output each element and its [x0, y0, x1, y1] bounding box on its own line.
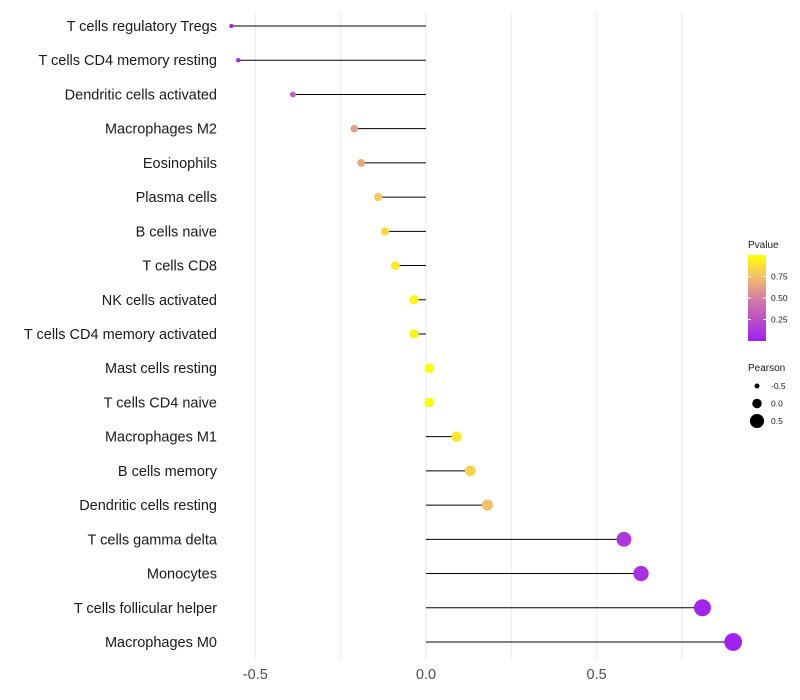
pearson-key-label: -0.5 [771, 381, 786, 391]
lollipop-point [693, 599, 711, 617]
lollipop-point [409, 329, 419, 339]
category-label: T cells CD4 memory resting [38, 53, 217, 69]
lollipop-points [229, 23, 743, 651]
lollipop-point [374, 192, 383, 202]
category-label: Mast cells resting [105, 361, 217, 377]
lollipop-point [409, 295, 419, 305]
lollipop-point [390, 261, 400, 270]
pvalue-colorbar [748, 255, 766, 341]
category-label: Plasma cells [136, 190, 217, 206]
pearson-key-label: 0.0 [771, 399, 783, 409]
lollipop-point [616, 531, 632, 547]
pearson-size-key [752, 398, 762, 409]
pearson-size-key [754, 383, 760, 389]
lollipop-point [424, 397, 435, 408]
x-tick-label: -0.5 [243, 667, 268, 683]
pvalue-tick-label: 0.25 [771, 315, 788, 325]
lollipop-point [424, 363, 435, 374]
category-label: B cells naive [136, 224, 217, 240]
pvalue-tick-label: 0.50 [771, 293, 788, 303]
lollipop-point [357, 159, 366, 167]
lollipop-point [633, 565, 649, 582]
lollipop-point [236, 57, 241, 63]
pearson-legend-title: Pearson [748, 363, 785, 374]
lollipop-point [464, 465, 476, 477]
grid-lines [254, 12, 683, 660]
category-label: NK cells activated [102, 293, 217, 309]
category-label: Dendritic cells activated [65, 87, 217, 103]
category-label: T cells gamma delta [88, 532, 218, 548]
lollipop-point [350, 124, 359, 133]
category-labels: T cells regulatory Tregs T cells CD4 memo… [24, 19, 218, 651]
category-label: Eosinophils [143, 156, 217, 172]
lollipop-point [451, 431, 462, 442]
lollipop-point [229, 23, 234, 29]
category-label: T cells CD4 memory activated [24, 327, 217, 343]
category-label: Macrophages M1 [105, 430, 217, 446]
lollipop-point [481, 499, 494, 511]
pvalue-tick-label: 0.75 [771, 272, 788, 282]
x-tick-label: 0.0 [416, 667, 436, 683]
pvalue-legend: Pvalue 0.25 0.50 0.75 [748, 240, 788, 341]
category-label: Macrophages M2 [105, 122, 217, 138]
category-label: T cells CD8 [142, 259, 217, 275]
pearson-legend: Pearson -0.5 0.0 0.5 [748, 363, 786, 429]
category-label: Macrophages M0 [105, 635, 217, 651]
pearson-key-label: 0.5 [771, 416, 783, 426]
lollipop-point [724, 633, 743, 651]
lollipop-point [380, 227, 390, 236]
pvalue-legend-title: Pvalue [748, 240, 779, 251]
category-label: T cells CD4 naive [104, 395, 217, 411]
x-axis-tick-labels: -0.5 0.0 0.5 [243, 667, 607, 683]
category-label: B cells memory [118, 464, 218, 480]
category-label: Dendritic cells resting [79, 498, 217, 514]
category-label: T cells follicular helper [74, 601, 217, 617]
x-tick-label: 0.5 [587, 667, 607, 683]
lollipop-stems [231, 25, 734, 643]
category-label: Monocytes [147, 567, 217, 583]
lollipop-point [289, 91, 296, 98]
pearson-size-key [749, 413, 765, 429]
category-label: T cells regulatory Tregs [67, 19, 217, 35]
